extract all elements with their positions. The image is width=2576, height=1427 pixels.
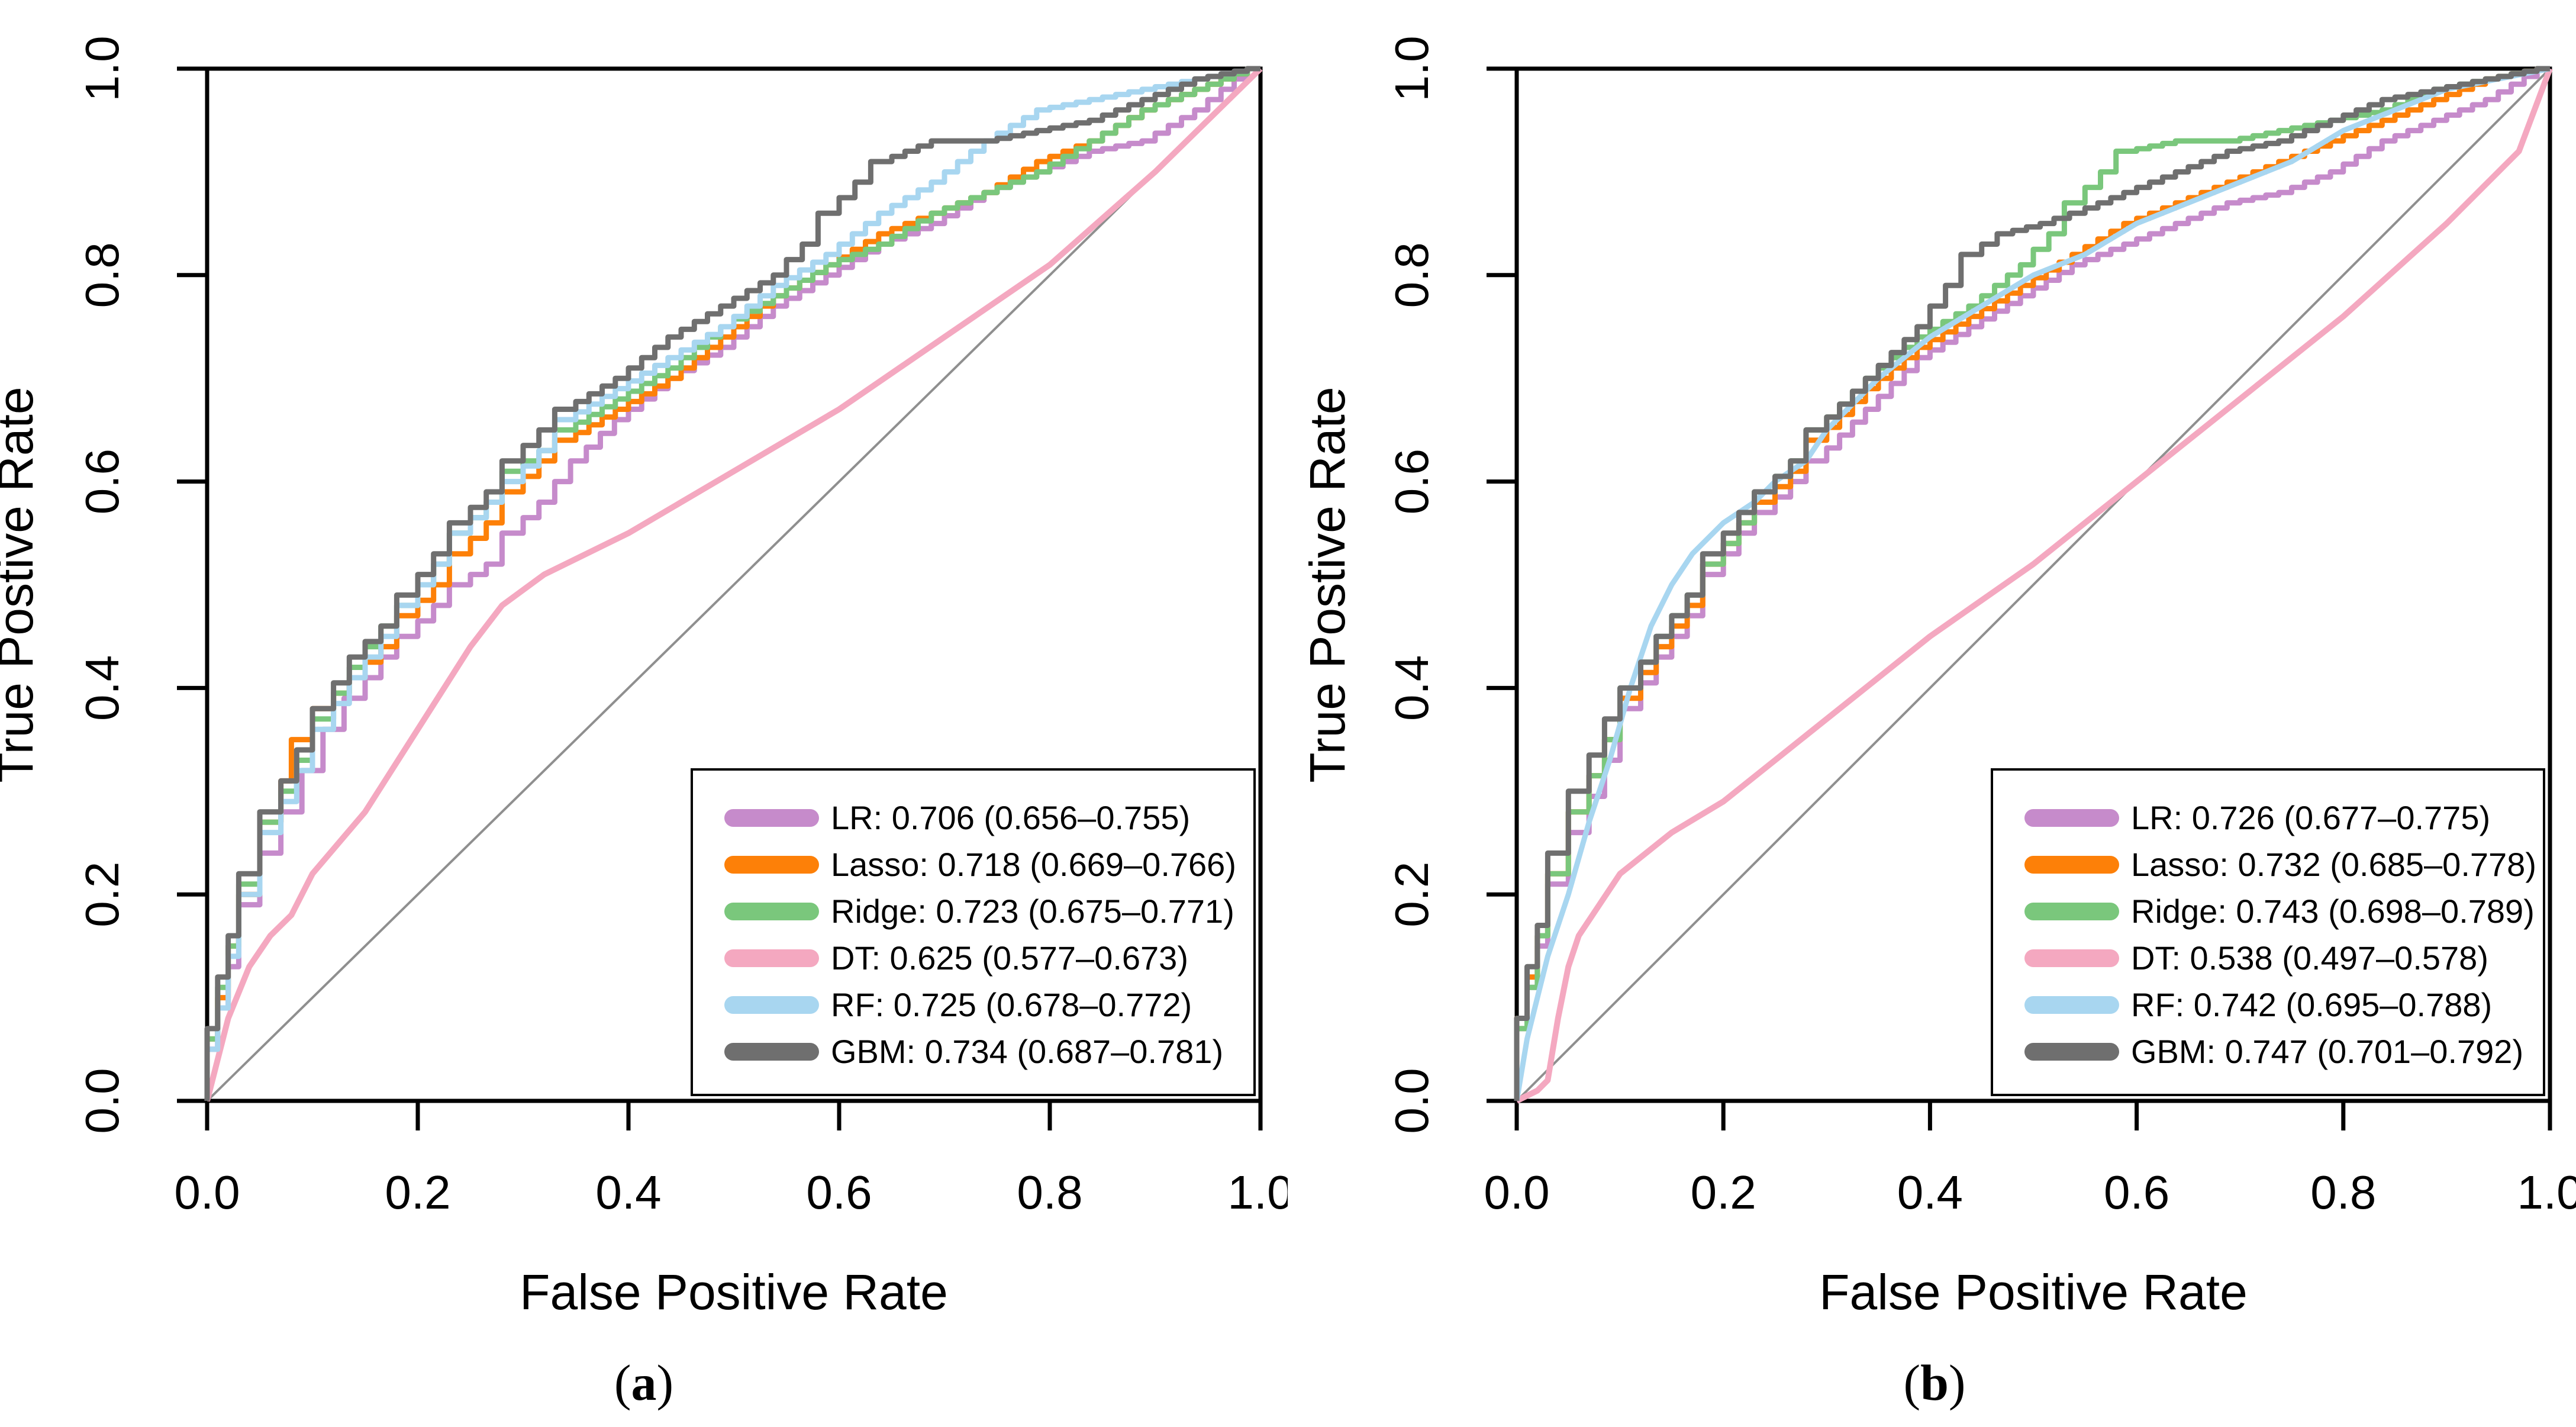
y-tick-label-a: 0.0: [76, 1068, 128, 1133]
y-tick-label-a: 0.8: [76, 242, 128, 308]
x-tick-label-b: 0.0: [1484, 1166, 1549, 1219]
x-tick-label-b: 0.4: [1897, 1166, 1963, 1219]
roc-plot-b: 0.0 0.2 0.4 0.6 0.8 1.0 0.0 0.2 0.4 0.6 0.8 1.0 LR: …: [1300, 36, 2576, 1411]
y-tick-label-b: 0.8: [1385, 242, 1438, 308]
roc-curve-gbm-b: [1514, 66, 2550, 1101]
x-tick-label-b: 0.6: [2104, 1166, 2169, 1219]
x-tick-label-a: 0.2: [385, 1166, 450, 1219]
legend-label-rf-a: RF: 0.725 (0.678–0.772): [831, 986, 1192, 1023]
legend-label-lr-b: LR: 0.726 (0.677–0.775): [2131, 799, 2490, 836]
x-tick-label-a: 0.8: [1017, 1166, 1082, 1219]
legend-label-lr-a: LR: 0.706 (0.656–0.755): [831, 799, 1190, 836]
x-tick-label-a: 1.0: [1227, 1166, 1288, 1219]
legend-label-lasso-a: Lasso: 0.718 (0.669–0.766): [831, 846, 1236, 883]
roc-plot-a: 0.0 0.2 0.4 0.6 0.8 1.0 0.0 0.2 0.4 0.6 0.8 1.0 LR: …: [0, 36, 1288, 1411]
legend-label-ridge-b: Ridge: 0.743 (0.698–0.789): [2131, 893, 2535, 930]
y-tick-label-a: 0.2: [76, 862, 128, 927]
roc-plot-a-dynamic: 0.0 0.2 0.4 0.6 0.8 1.0 0.0 0.2 0.4 0.6 0.8 1.0 LR: …: [76, 36, 1288, 1219]
x-tick-label-a: 0.4: [595, 1166, 661, 1219]
plot-area-border-b: [1514, 66, 2552, 1103]
roc-panel-b: 0.0 0.2 0.4 0.6 0.8 1.0 0.0 0.2 0.4 0.6 0.8 1.0 LR: …: [1288, 0, 2576, 1427]
legend-label-dt-b: DT: 0.538 (0.497–0.578): [2131, 939, 2488, 977]
x-axis-label: False Positive Rate: [1819, 1264, 2248, 1320]
y-tick-label-b: 0.0: [1385, 1068, 1438, 1133]
legend-label-gbm-b: GBM: 0.747 (0.701–0.792): [2131, 1033, 2523, 1070]
x-tick-label-a: 0.6: [806, 1166, 872, 1219]
roc-plot-b-dynamic: 0.0 0.2 0.4 0.6 0.8 1.0 0.0 0.2 0.4 0.6 0.8 1.0 LR: …: [1385, 36, 2576, 1219]
y-tick-label-b: 0.6: [1385, 449, 1438, 514]
chance-diagonal-line-a: [206, 67, 1262, 1102]
x-tick-label-a: 0.0: [174, 1166, 240, 1219]
roc-curve-dt-b: [1515, 67, 2553, 1104]
y-axis-label: True Postive Rate: [1300, 386, 1355, 782]
roc-curve-gbm-a: [204, 66, 1260, 1101]
legend-label-gbm-a: GBM: 0.734 (0.687–0.781): [831, 1033, 1223, 1070]
legend-label-ridge-a: Ridge: 0.723 (0.675–0.771): [831, 893, 1234, 930]
y-tick-label-a: 0.6: [76, 449, 128, 514]
y-tick-label-b: 0.2: [1385, 862, 1438, 927]
x-tick-label-b: 0.8: [2310, 1166, 2376, 1219]
roc-curve-dt-a: [204, 66, 1263, 1102]
x-axis-label: False Positive Rate: [520, 1264, 948, 1320]
y-axis-label: True Postive Rate: [0, 386, 43, 782]
y-tick-label-b: 1.0: [1385, 36, 1438, 101]
y-tick-label-a: 1.0: [76, 36, 128, 101]
roc-panel-a: 0.0 0.2 0.4 0.6 0.8 1.0 0.0 0.2 0.4 0.6 0.8 1.0 LR: …: [0, 36, 1288, 1411]
x-tick-label-b: 0.2: [1691, 1166, 1756, 1219]
plot-area-border-a: [205, 66, 1263, 1103]
x-tick-label-b: 1.0: [2517, 1166, 2576, 1219]
panel-caption: (a): [614, 1354, 673, 1411]
y-tick-label-a: 0.4: [76, 655, 128, 721]
legend-label-lasso-b: Lasso: 0.732 (0.685–0.778): [2131, 846, 2536, 883]
roc-curve-rf-b: [1514, 66, 2551, 1101]
y-tick-label-b: 0.4: [1385, 655, 1438, 721]
chance-diagonal-line-b: [1516, 67, 2551, 1102]
legend-label-dt-a: DT: 0.625 (0.577–0.673): [831, 939, 1188, 977]
legend-label-rf-b: RF: 0.742 (0.695–0.788): [2131, 986, 2492, 1023]
panel-caption: (b): [1903, 1354, 1965, 1411]
